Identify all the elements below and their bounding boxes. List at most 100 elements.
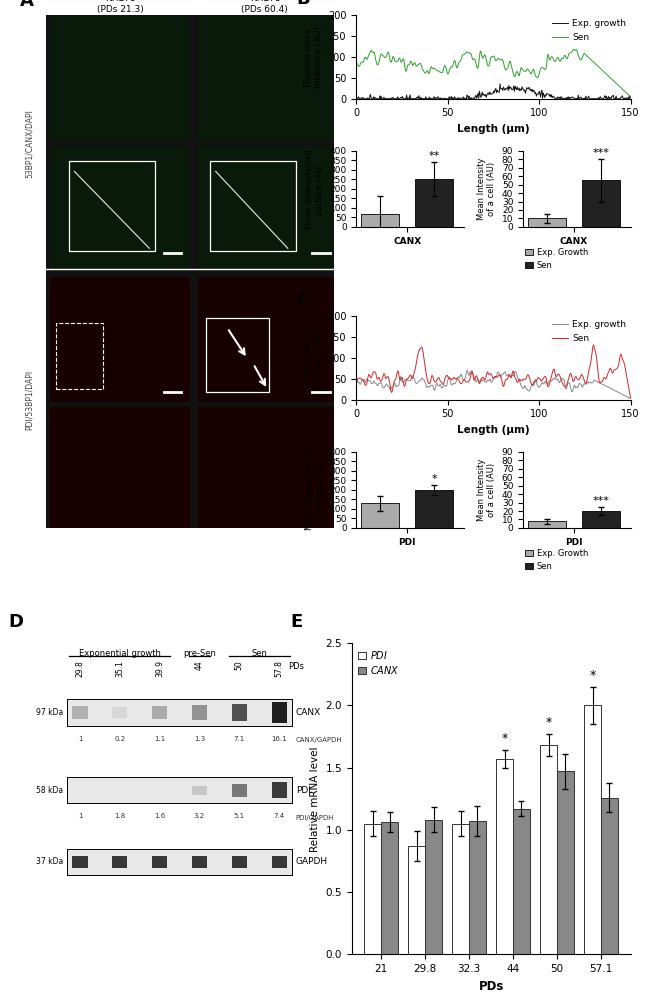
Bar [50, 146, 190, 271]
Exp. growth [552, 91, 560, 103]
Text: 5.1: 5.1 [234, 813, 245, 819]
Text: *: * [431, 473, 437, 483]
Sen [525, 370, 533, 382]
Text: ***: *** [592, 496, 609, 506]
Y-axis label: Fluorescence
Intensity (AU): Fluorescence Intensity (AU) [304, 327, 322, 389]
Bar [497, 759, 513, 954]
Exp. growth [352, 376, 360, 388]
Bar [198, 146, 338, 271]
X-axis label: PDs: PDs [478, 979, 504, 993]
Sen [627, 392, 634, 404]
Text: PDI/GAPDH: PDI/GAPDH [296, 815, 334, 821]
Bar [68, 699, 292, 726]
Bar [198, 15, 338, 140]
Text: 7.4: 7.4 [274, 813, 285, 819]
Text: PDs: PDs [289, 662, 304, 671]
Exp. growth [496, 78, 504, 89]
Line: Sen: Sen [356, 50, 630, 96]
Bar [192, 856, 207, 868]
Bar [272, 782, 287, 798]
Exp. growth [442, 381, 450, 393]
Bar [231, 704, 247, 722]
Bar [50, 15, 190, 140]
Y-axis label: Relative mRNA level: Relative mRNA level [310, 746, 320, 852]
Text: 1: 1 [78, 813, 83, 819]
Exp. growth [551, 372, 559, 384]
Exp. growth [385, 92, 393, 104]
Bar [205, 318, 269, 392]
Text: NHDFs
(PDs 21.3): NHDFs (PDs 21.3) [97, 0, 144, 14]
Bar [152, 856, 167, 868]
Bar [582, 511, 619, 528]
Bar [601, 797, 618, 954]
Bar [50, 408, 190, 533]
Bar [584, 706, 601, 954]
Exp. growth [461, 373, 469, 385]
Bar [408, 846, 425, 954]
Bar [69, 161, 155, 250]
Sen [352, 378, 360, 390]
Bar [68, 849, 292, 875]
Legend: Exp. growth, Sen: Exp. growth, Sen [552, 20, 626, 42]
Text: *: * [502, 733, 508, 746]
Bar [56, 323, 103, 390]
Y-axis label: Mean Intensity
of a cell (AU): Mean Intensity of a cell (AU) [477, 158, 496, 220]
Bar [415, 179, 453, 227]
Sen [385, 51, 393, 63]
Text: A: A [20, 0, 33, 10]
Bar [425, 820, 442, 954]
Text: 58 kDa: 58 kDa [36, 785, 64, 795]
Text: E: E [291, 613, 303, 631]
Bar [540, 746, 557, 954]
Line: Sen: Sen [356, 345, 630, 398]
Sen [525, 65, 533, 77]
Bar [192, 705, 207, 720]
Text: 37 kDa: 37 kDa [36, 857, 64, 866]
X-axis label: Length (μm): Length (μm) [457, 425, 530, 435]
Sen [442, 371, 450, 383]
Bar [210, 161, 296, 250]
Bar [112, 856, 127, 868]
Bar [272, 703, 287, 723]
Text: 97 kDa: 97 kDa [36, 708, 64, 717]
Bar [152, 706, 167, 720]
Bar [452, 824, 469, 954]
Bar [528, 521, 566, 528]
Bar [272, 856, 287, 868]
Text: B: B [296, 0, 310, 8]
Text: 16.1: 16.1 [271, 736, 287, 742]
Sen [352, 57, 360, 69]
Text: 57.8: 57.8 [274, 660, 283, 677]
Bar [231, 784, 247, 796]
Bar [582, 180, 619, 227]
Text: 7.1: 7.1 [233, 736, 245, 742]
Text: 1: 1 [78, 736, 83, 742]
Y-axis label: Fluorescence
Intensity (AU): Fluorescence Intensity (AU) [304, 26, 322, 87]
Text: 44: 44 [195, 660, 204, 670]
Sen [552, 370, 560, 382]
Text: Sen: Sen [252, 649, 267, 658]
Sen [442, 61, 450, 73]
Y-axis label: Mean Intensity
of a cell (AU): Mean Intensity of a cell (AU) [477, 458, 496, 521]
Text: *: * [590, 669, 596, 682]
Text: **: ** [428, 151, 439, 161]
Legend: Exp. growth, Sen: Exp. growth, Sen [552, 320, 626, 343]
Bar [198, 408, 338, 533]
Sen [461, 48, 469, 60]
Text: PDI/53BP1/DAPI: PDI/53BP1/DAPI [25, 370, 34, 429]
Bar [192, 785, 207, 794]
Sen [552, 55, 560, 67]
Bar [231, 856, 247, 868]
Text: 1.3: 1.3 [194, 736, 205, 742]
Exp. growth [463, 364, 471, 376]
Exp. growth [385, 382, 393, 394]
Exp. growth [442, 92, 450, 104]
Sen [627, 90, 634, 102]
X-axis label: Length (μm): Length (μm) [457, 124, 530, 134]
Text: 1.6: 1.6 [154, 813, 165, 819]
Exp. growth [526, 82, 534, 93]
Bar [72, 706, 88, 719]
Text: CANX: CANX [296, 708, 321, 717]
Bar [513, 809, 530, 954]
Sen [569, 44, 577, 56]
